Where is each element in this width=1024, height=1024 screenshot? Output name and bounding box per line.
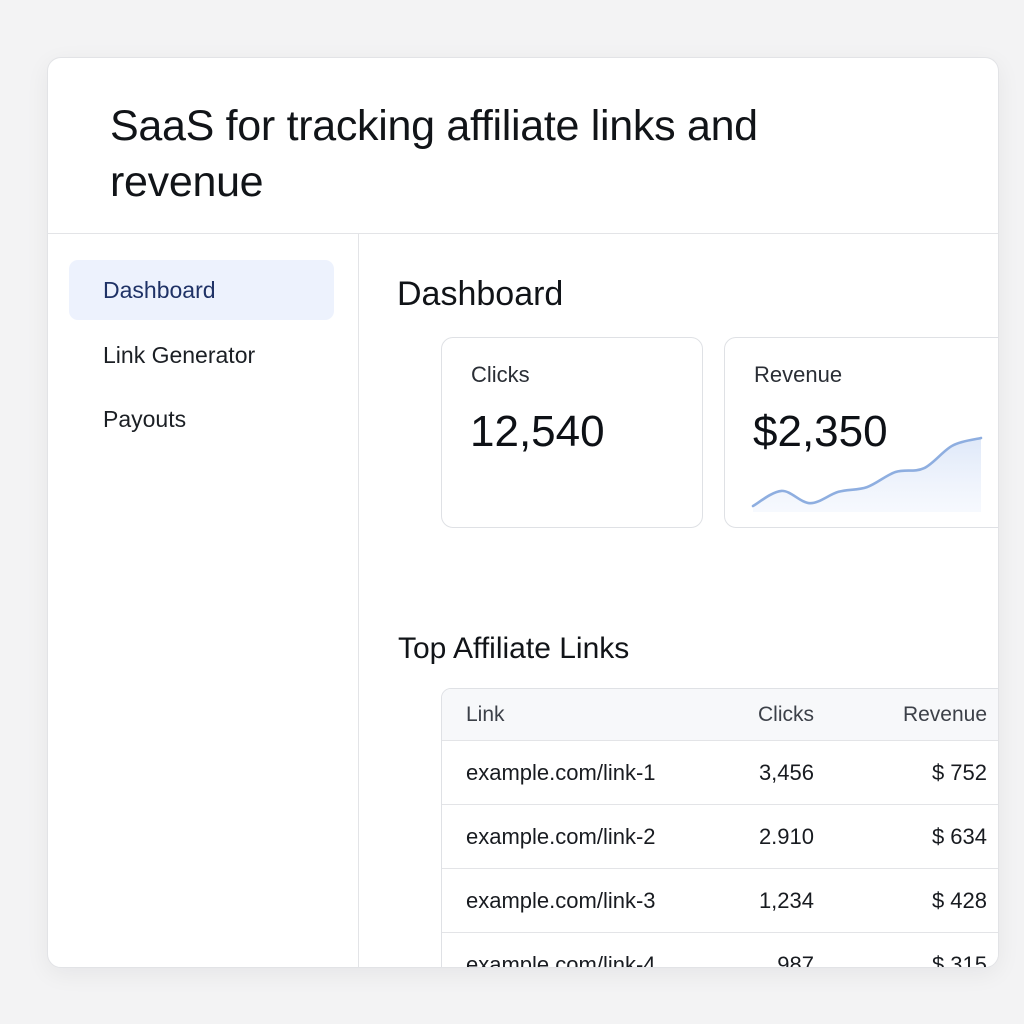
table-row[interactable]: example.com/link-1 3,456 $ 752 (442, 741, 998, 805)
revenue-card: Revenue $2,350 (724, 337, 998, 528)
row-revenue: $ 315 (931, 952, 987, 968)
row-link[interactable]: example.com/link-1 (466, 760, 656, 785)
revenue-card-value: $2,350 (753, 407, 888, 456)
row-revenue: $ 752 (931, 760, 987, 785)
row-revenue: $ 428 (931, 888, 987, 913)
sidebar-item-payouts[interactable]: Payouts (103, 406, 187, 432)
table-row[interactable]: example.com/link-2 2.910 $ 634 (442, 805, 998, 869)
column-header-revenue: Revenue (902, 703, 987, 726)
sparkline-line (751, 436, 983, 508)
top-links-title: Top Affiliate Links (398, 632, 630, 665)
app-title: SaaS for tracking affiliate links and re… (110, 102, 758, 206)
table-header: Link Clicks Revenue (442, 689, 998, 741)
top-links-table: Link Clicks Revenue example.com/link-1 3… (441, 688, 998, 968)
clicks-card-label: Clicks (471, 362, 530, 387)
table-row[interactable]: example.com/link-3 1,234 $ 428 (442, 869, 998, 933)
revenue-card-label: Revenue (754, 362, 843, 387)
row-clicks: 3,456 (758, 760, 814, 785)
sidebar: Dashboard Link Generator Payouts (48, 234, 359, 967)
clicks-card: Clicks 12,540 (441, 337, 703, 528)
table-row[interactable]: example.com/link-4 987 $ 315 (442, 933, 998, 968)
sidebar-item-link-generator[interactable]: Link Generator (103, 342, 256, 368)
page-title: Dashboard (397, 275, 564, 313)
row-link[interactable]: example.com/link-2 (466, 824, 656, 849)
sidebar-item-dashboard[interactable]: Dashboard (69, 260, 334, 320)
column-header-link: Link (466, 703, 505, 726)
revenue-sparkline (751, 436, 983, 512)
row-link[interactable]: example.com/link-4 (466, 952, 656, 968)
row-revenue: $ 634 (931, 824, 987, 849)
app-header: SaaS for tracking affiliate links and re… (48, 58, 998, 234)
main-content: Dashboard Clicks 12,540 Revenue $2,350 T… (359, 234, 998, 967)
sparkline-area (753, 438, 981, 512)
row-clicks: 2.910 (758, 824, 814, 849)
row-clicks: 987 (777, 952, 814, 968)
app-window: SaaS for tracking affiliate links and re… (47, 57, 999, 968)
column-header-clicks: Clicks (758, 703, 814, 726)
clicks-card-value: 12,540 (470, 407, 605, 456)
row-link[interactable]: example.com/link-3 (466, 888, 656, 913)
row-clicks: 1,234 (758, 888, 814, 913)
